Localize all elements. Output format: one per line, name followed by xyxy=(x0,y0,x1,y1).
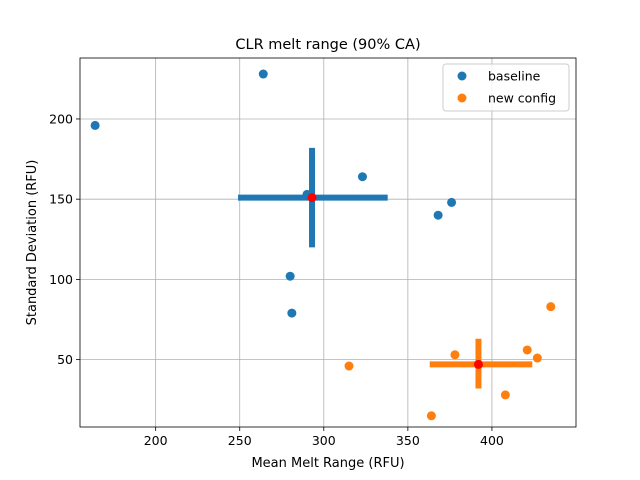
y-tick-label: 150 xyxy=(49,192,73,207)
series-1-point xyxy=(433,210,443,220)
series-2-mean-marker xyxy=(473,359,483,369)
y-tick-label: 50 xyxy=(57,352,73,367)
x-axis-label: Mean Melt Range (RFU) xyxy=(251,456,404,471)
series-2-point xyxy=(344,361,354,371)
y-tick-label: 100 xyxy=(49,272,73,287)
series-2-point xyxy=(426,411,436,421)
series-1-mean-marker xyxy=(307,193,317,203)
series-2-point xyxy=(522,345,532,355)
legend: baseline new config xyxy=(442,63,570,112)
mean-markers xyxy=(307,193,483,369)
series-1-point xyxy=(447,197,457,207)
series-1-point xyxy=(357,172,367,182)
legend-box xyxy=(442,63,570,112)
chart-title: CLR melt range (90% CA) xyxy=(235,37,420,53)
series-2-point xyxy=(450,350,460,360)
x-tick-label: 300 xyxy=(312,433,336,448)
series-1-point xyxy=(285,271,295,281)
grid xyxy=(80,58,576,427)
legend-marker-1 xyxy=(457,71,467,81)
legend-label-2: new config xyxy=(488,91,556,106)
data-points xyxy=(90,69,556,421)
x-tick-label: 400 xyxy=(480,433,504,448)
x-tick-label: 350 xyxy=(396,433,420,448)
series-1-point xyxy=(287,308,297,318)
plot-area xyxy=(80,58,576,427)
plot-frame xyxy=(79,57,577,428)
y-axis-label: Standard Deviation (RFU) xyxy=(25,160,40,326)
x-tick-label: 200 xyxy=(144,433,168,448)
series-2-point xyxy=(546,302,556,312)
series-2-point xyxy=(500,390,510,400)
legend-label-1: baseline xyxy=(488,69,541,84)
y-tick-label: 200 xyxy=(49,111,73,126)
axis-ticks: 200 250 300 350 400 50 100 150 200 xyxy=(49,111,504,448)
x-tick-label: 250 xyxy=(228,433,252,448)
legend-marker-2 xyxy=(457,93,467,103)
series-1-point xyxy=(90,120,100,130)
series-2-point xyxy=(532,353,542,363)
series-1-point xyxy=(258,69,268,79)
